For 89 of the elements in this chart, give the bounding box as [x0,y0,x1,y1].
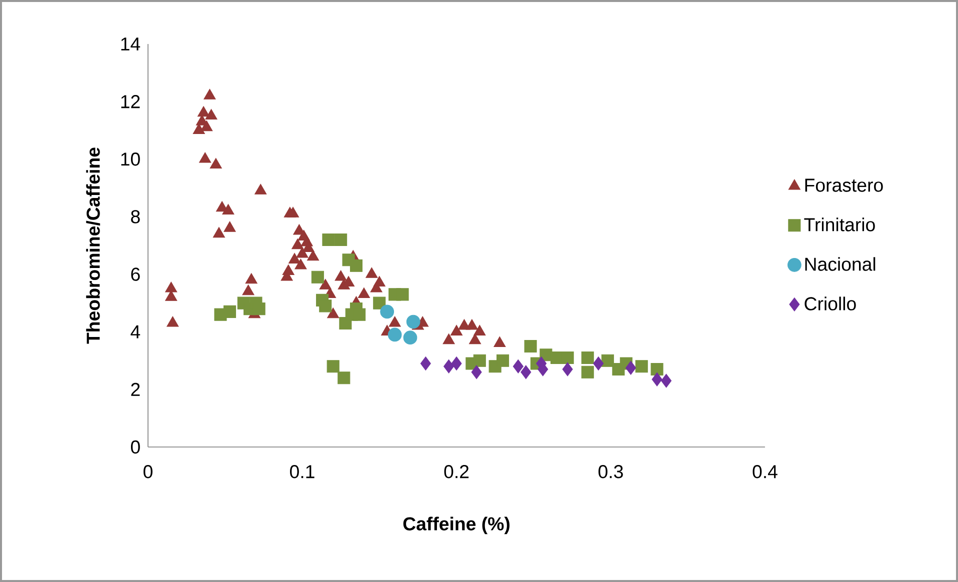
y-axis-title: Theobromine/Caffeine [86,148,100,344]
point [593,356,604,370]
point [451,356,462,370]
point [403,330,418,345]
point [444,359,454,374]
point [601,354,614,367]
point [288,252,301,264]
x-tick-label: 0.3 [598,465,623,478]
point [319,300,332,312]
point [442,334,455,344]
point [165,282,178,292]
point [581,351,594,364]
point [380,304,394,319]
point [294,258,307,270]
point [468,334,482,344]
point [210,158,222,168]
point [252,302,266,316]
point [420,356,431,370]
point [307,250,320,261]
point [282,264,294,275]
x-tick-label: 0.2 [444,465,469,478]
point [223,305,236,318]
legend-label: Nacional [805,257,876,271]
y-tick-label: 12 [121,95,140,108]
point [199,152,212,163]
point [350,259,363,272]
point [327,308,340,318]
point [520,365,532,380]
y-tick-label: 8 [131,210,140,224]
point [292,238,304,250]
point [311,270,324,284]
y-tick-label: 6 [131,268,140,281]
point [406,314,420,329]
point [562,362,573,376]
point [524,340,537,353]
legend-label: Forastero [805,178,883,192]
point [466,319,478,330]
point [200,120,213,132]
point [494,336,506,347]
point [450,324,463,336]
point [474,324,486,336]
y-tick-label: 2 [131,382,140,396]
x-tick-label: 0.4 [752,465,778,478]
point [373,296,386,310]
point [212,227,226,238]
point [358,287,370,298]
point [396,288,409,301]
point [296,247,308,258]
point [166,316,179,327]
point [224,221,236,232]
point [286,206,300,218]
point [338,372,350,384]
point [626,360,636,375]
point [254,184,267,194]
point [635,360,648,373]
point [473,354,486,367]
point [581,366,594,378]
point [373,276,386,287]
point [512,359,524,374]
point [652,372,662,386]
point [326,360,340,373]
point [388,328,402,342]
point [561,351,574,364]
point [319,278,332,290]
point [197,106,210,117]
point [650,363,664,376]
point [353,308,366,321]
point [496,354,510,367]
y-tick-label: 10 [121,152,140,166]
point [388,316,401,327]
point [661,374,672,388]
y-tick-label: 4 [130,325,140,338]
y-tick-label: 0 [130,440,140,454]
point [245,273,258,284]
point [334,270,347,281]
legend-label: Criollo [804,296,856,310]
point [242,284,254,296]
x-tick-label: 0 [144,465,152,478]
point [334,233,348,246]
legend-label: Trinitario [804,218,875,232]
x-tick-label: 0.1 [290,465,314,478]
point [366,267,378,278]
point [204,88,216,100]
point [471,365,482,380]
point [222,204,234,215]
y-tick-label: 14 [121,38,140,50]
point [205,109,218,120]
x-axis-title: Caffeine (%) [403,516,510,534]
point [322,233,335,246]
